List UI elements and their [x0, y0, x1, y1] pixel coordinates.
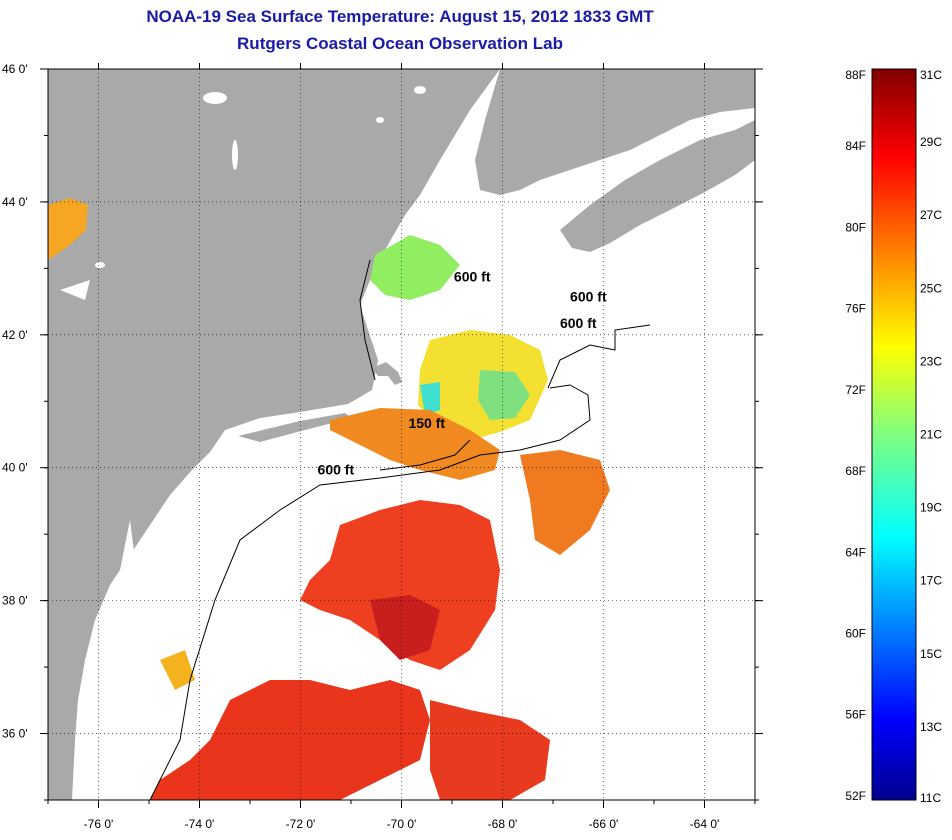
map-subtitle: Rutgers Coastal Ocean Observation Lab [237, 34, 563, 53]
colorbar-f-label-7: 60F [845, 626, 866, 640]
axis-ticks: -76 0' -74 0' -72 0' -70 0' -68 0' -66 0' -64 … [2, 62, 763, 831]
colorbar-c-label-0: 31C [920, 68, 942, 82]
lon-tick-label-1: -74 0' [185, 817, 215, 831]
lat-tick-label-4: 38 0' [2, 594, 28, 608]
contour-label-4: 600 ft [318, 461, 355, 477]
colorbar-c-label-10: 11C [920, 791, 941, 805]
map-area: 600 ft 600 ft 600 ft 150 ft 600 ft -76 0' -74… [2, 62, 763, 831]
colorbar-c-label-5: 21C [920, 428, 942, 442]
lat-tick-label-5: 36 0' [2, 727, 28, 741]
lon-tick-label-2: -72 0' [286, 817, 316, 831]
colorbar-c-label-1: 29C [920, 135, 942, 149]
colorbar-c-label-8: 15C [920, 647, 942, 661]
contour-labels: 600 ft 600 ft 600 ft 150 ft 600 ft [318, 269, 607, 478]
lon-tick-label-5: -66 0' [589, 817, 619, 831]
contour-label-2: 600 ft [560, 315, 597, 331]
colorbar-f-label-6: 64F [845, 545, 866, 559]
colorbar-f-label-3: 76F [845, 302, 866, 316]
map-title: NOAA-19 Sea Surface Temperature: August … [146, 7, 654, 26]
lon-tick-label-3: -70 0' [387, 817, 417, 831]
sst-overlay [150, 235, 610, 800]
colorbar-f-label-0: 88F [845, 68, 866, 82]
colorbar-c-label-2: 27C [920, 208, 942, 222]
colorbar-f-label-8: 56F [845, 708, 866, 722]
colorbar-f-label-1: 84F [845, 139, 866, 153]
lat-tick-label-1: 44 0' [2, 195, 28, 209]
land-new-brunswick [475, 69, 755, 195]
colorbar-c-label-3: 25C [920, 281, 942, 295]
lat-tick-label-0: 46 0' [2, 62, 28, 76]
colorbar-gradient [871, 68, 917, 801]
lon-tick-label-0: -76 0' [84, 817, 114, 831]
lake-ontario-sst [48, 198, 88, 260]
land-cape-cod [372, 362, 402, 385]
contour-label-0: 600 ft [454, 269, 491, 285]
land-long-island [238, 413, 352, 442]
colorbar-f-label-5: 68F [845, 464, 866, 478]
lon-tick-label-6: -64 0' [690, 817, 720, 831]
colorbar-c-label-6: 19C [920, 501, 942, 515]
land-nova-scotia [560, 120, 755, 252]
lat-tick-label-3: 40 0' [2, 461, 28, 475]
lon-tick-label-4: -68 0' [488, 817, 518, 831]
colorbar-c-label-9: 13C [920, 720, 942, 734]
lakes [60, 86, 426, 600]
colorbar-f-label-2: 80F [845, 220, 866, 234]
colorbar-f-label-4: 72F [845, 383, 866, 397]
land-us-mainland [48, 69, 500, 800]
bathymetry-contours [149, 259, 651, 800]
lat-tick-label-2: 42 0' [2, 328, 28, 342]
colorbar-c-label-4: 23C [920, 354, 942, 368]
colorbar-c-label-7: 17C [920, 574, 942, 588]
contour-label-3: 150 ft [408, 415, 445, 431]
colorbar: 88F 84F 80F 76F 72F 68F 64F 60F 56F 52F 31C 29C 27C… [845, 68, 942, 805]
colorbar-f-label-9: 52F [845, 789, 866, 803]
colorbar-celsius-labels: 31C 29C 27C 25C 23C 21C 19C 17C 15C 13C 11C [920, 68, 942, 805]
contour-label-1: 600 ft [570, 289, 607, 305]
colorbar-fahrenheit-labels: 88F 84F 80F 76F 72F 68F 64F 60F 56F 52F [845, 68, 866, 803]
